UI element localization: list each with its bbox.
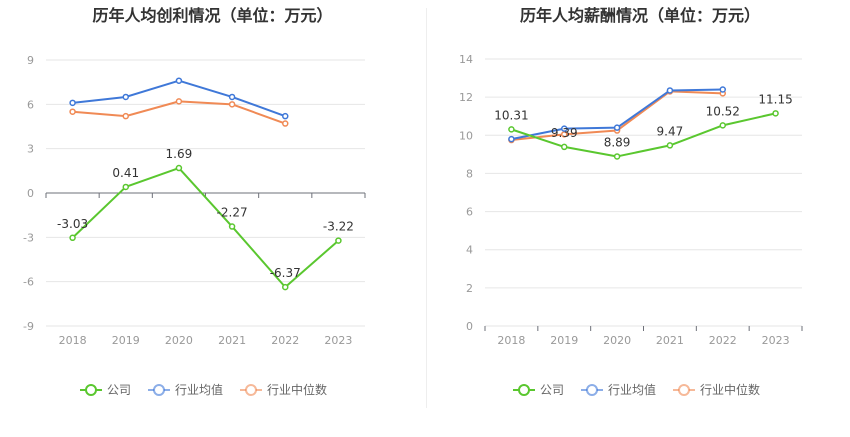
y-tick-label: 0 [27, 187, 34, 200]
data-point[interactable] [228, 223, 236, 230]
legend-label: 行业均值 [608, 382, 656, 397]
legend-item-0[interactable]: 公司 [513, 383, 564, 397]
x-tick-label: 2020 [165, 334, 193, 347]
data-point[interactable] [175, 98, 183, 105]
data-point[interactable] [175, 77, 183, 84]
y-tick-label: 0 [466, 320, 473, 333]
data-point[interactable] [282, 112, 289, 120]
legend-label: 行业中位数 [700, 382, 760, 397]
x-tick-label: 2021 [656, 334, 684, 347]
x-tick-label: 2021 [218, 334, 246, 347]
legend-item-0[interactable]: 公司 [80, 383, 131, 397]
legend-marker [245, 384, 257, 396]
data-label: 8.89 [604, 135, 631, 149]
data-point[interactable] [719, 122, 726, 129]
series-line-0 [71, 167, 340, 289]
data-point[interactable] [175, 164, 183, 172]
legend-marker [586, 384, 598, 396]
x-tick-label: 2018 [497, 334, 525, 347]
data-label: -3.03 [57, 217, 88, 231]
data-point[interactable] [666, 87, 674, 94]
data-point[interactable] [613, 124, 621, 131]
data-point[interactable] [228, 93, 236, 101]
data-point[interactable] [282, 283, 289, 291]
x-tick-label: 2023 [762, 334, 790, 347]
y-tick-label: 14 [459, 53, 473, 66]
data-point[interactable] [335, 237, 342, 244]
chart-title: 历年人均创利情况（单位：万元） [92, 6, 333, 25]
data-point[interactable] [561, 125, 568, 132]
data-point[interactable] [69, 99, 76, 107]
y-tick-label: 10 [459, 129, 473, 142]
legend-marker [678, 384, 690, 396]
legend-item-2[interactable]: 行业中位数 [240, 382, 327, 397]
data-label: 0.41 [112, 166, 139, 180]
legend-label: 行业均值 [175, 382, 223, 397]
x-tick-label: 2020 [603, 334, 631, 347]
data-point[interactable] [228, 101, 236, 108]
legend-item-1[interactable]: 行业均值 [581, 382, 656, 397]
y-tick-label: 6 [466, 206, 473, 219]
data-label: -6.37 [270, 266, 301, 280]
data-point[interactable] [772, 110, 779, 117]
legend-marker [85, 384, 97, 396]
data-label: 9.47 [657, 124, 684, 138]
y-tick-label: -6 [23, 276, 34, 289]
x-tick-label: 2019 [112, 334, 140, 347]
series-line-0 [511, 112, 776, 158]
y-tick-label: 6 [27, 98, 34, 111]
data-label: 1.69 [166, 147, 193, 161]
legend-label: 行业中位数 [267, 382, 327, 397]
legend-marker [518, 384, 530, 396]
data-point[interactable] [561, 143, 568, 151]
legend-item-2[interactable]: 行业中位数 [673, 382, 760, 397]
data-label: 10.52 [706, 104, 740, 118]
data-label: 9.39 [551, 126, 578, 140]
data-label: -2.27 [217, 206, 248, 220]
y-tick-label: 4 [466, 244, 473, 257]
data-point[interactable] [508, 135, 515, 143]
data-label: 11.15 [758, 92, 792, 106]
salary-chart: 0 2 4 6 8 10 12 14 2018 2019 2020 2021 2022 2023 10.31… [459, 53, 803, 397]
x-tick-label: 2018 [59, 334, 87, 347]
data-label: -3.22 [323, 220, 354, 234]
x-tick-label: 2023 [324, 334, 352, 347]
chart-title: 历年人均薪酬情况（单位：万元） [519, 6, 760, 25]
data-point[interactable] [69, 108, 76, 115]
y-tick-label: 3 [27, 143, 34, 156]
data-point[interactable] [719, 86, 726, 93]
legend-item-1[interactable]: 行业均值 [148, 382, 223, 397]
data-label: 10.31 [494, 108, 528, 122]
x-tick-label: 2019 [550, 334, 578, 347]
data-point[interactable] [69, 234, 76, 242]
legend-label: 公司 [107, 383, 131, 397]
data-point[interactable] [666, 142, 674, 149]
x-tick-label: 2022 [709, 334, 737, 347]
data-point[interactable] [122, 93, 129, 101]
y-tick-label: -9 [23, 320, 34, 333]
panel-divider [426, 8, 427, 408]
legend-marker [153, 384, 165, 396]
profit-chart: -9 -6 -3 0 3 6 9 2018 2019 2020 2021 2022 2023 -3.03 0… [23, 54, 366, 397]
data-point[interactable] [122, 183, 129, 191]
y-tick-label: 9 [27, 54, 34, 67]
y-tick-label: -3 [23, 231, 34, 244]
y-tick-label: 12 [459, 91, 473, 104]
chart-left-panel: 历年人均创利情况（单位：万元） -9 -6 -3 0 3 6 9 2018 2019 2020 20… [23, 6, 366, 397]
x-tick-label: 2022 [271, 334, 299, 347]
y-tick-label: 2 [466, 282, 473, 295]
legend-label: 公司 [540, 383, 564, 397]
data-point[interactable] [613, 153, 621, 160]
y-tick-label: 8 [466, 167, 473, 180]
chart-right-panel: 历年人均薪酬情况（单位：万元） 0 2 4 6 8 10 12 14 2018 2019 2020 2… [430, 0, 850, 437]
data-point[interactable] [508, 126, 515, 133]
data-point[interactable] [282, 120, 289, 127]
data-point[interactable] [122, 112, 129, 120]
